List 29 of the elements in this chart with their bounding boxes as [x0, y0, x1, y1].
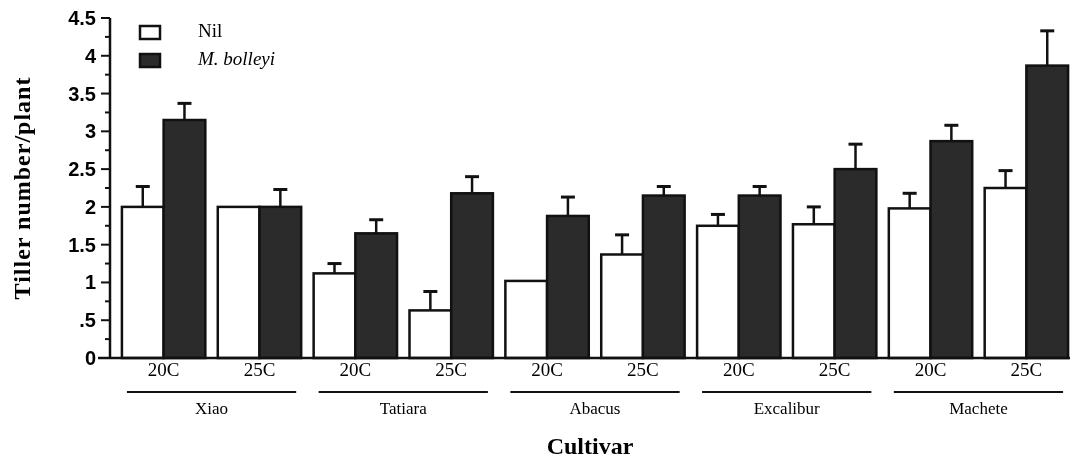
legend-label: M. bolleyi [197, 48, 276, 69]
text: Abacus [569, 399, 621, 418]
x-tick-label: 25C [818, 359, 851, 380]
y-tick-label: 0 [84, 347, 96, 369]
text: Excalibur [753, 399, 821, 418]
text: Machete [949, 399, 1008, 418]
x-tick-label: 25C [1010, 359, 1043, 380]
x-tick-label: 20C [914, 359, 947, 380]
y-tick-label: 4 [84, 44, 97, 67]
y-tick-label: 2.5 [68, 158, 96, 181]
y-tick-label: 1 [84, 271, 96, 294]
x-tick-label: 25C [243, 359, 276, 380]
y-tick-label: .5 [79, 309, 96, 332]
x-tick-label: 25C [435, 359, 468, 380]
y-tick-label: 2 [84, 195, 96, 218]
x-tick-label: 20C [147, 359, 180, 380]
y-axis-title: Tiller number/plant [9, 76, 35, 300]
x-axis-title: Cultivar [546, 433, 634, 459]
y-tick-label: 1.5 [68, 233, 96, 256]
x-tick-label: 20C [722, 359, 755, 380]
y-tick-label: 3 [84, 120, 96, 143]
x-tick-label: 20C [531, 359, 563, 380]
legend-label: Nil [198, 20, 223, 41]
x-tick-label: 25C [627, 359, 659, 380]
text: Tatiara [379, 399, 428, 418]
text: Xiao [195, 399, 229, 418]
y-tick-label: 4.5 [68, 7, 96, 29]
y-tick-label: 3.5 [68, 82, 96, 105]
x-tick-label: 20C [339, 359, 372, 380]
